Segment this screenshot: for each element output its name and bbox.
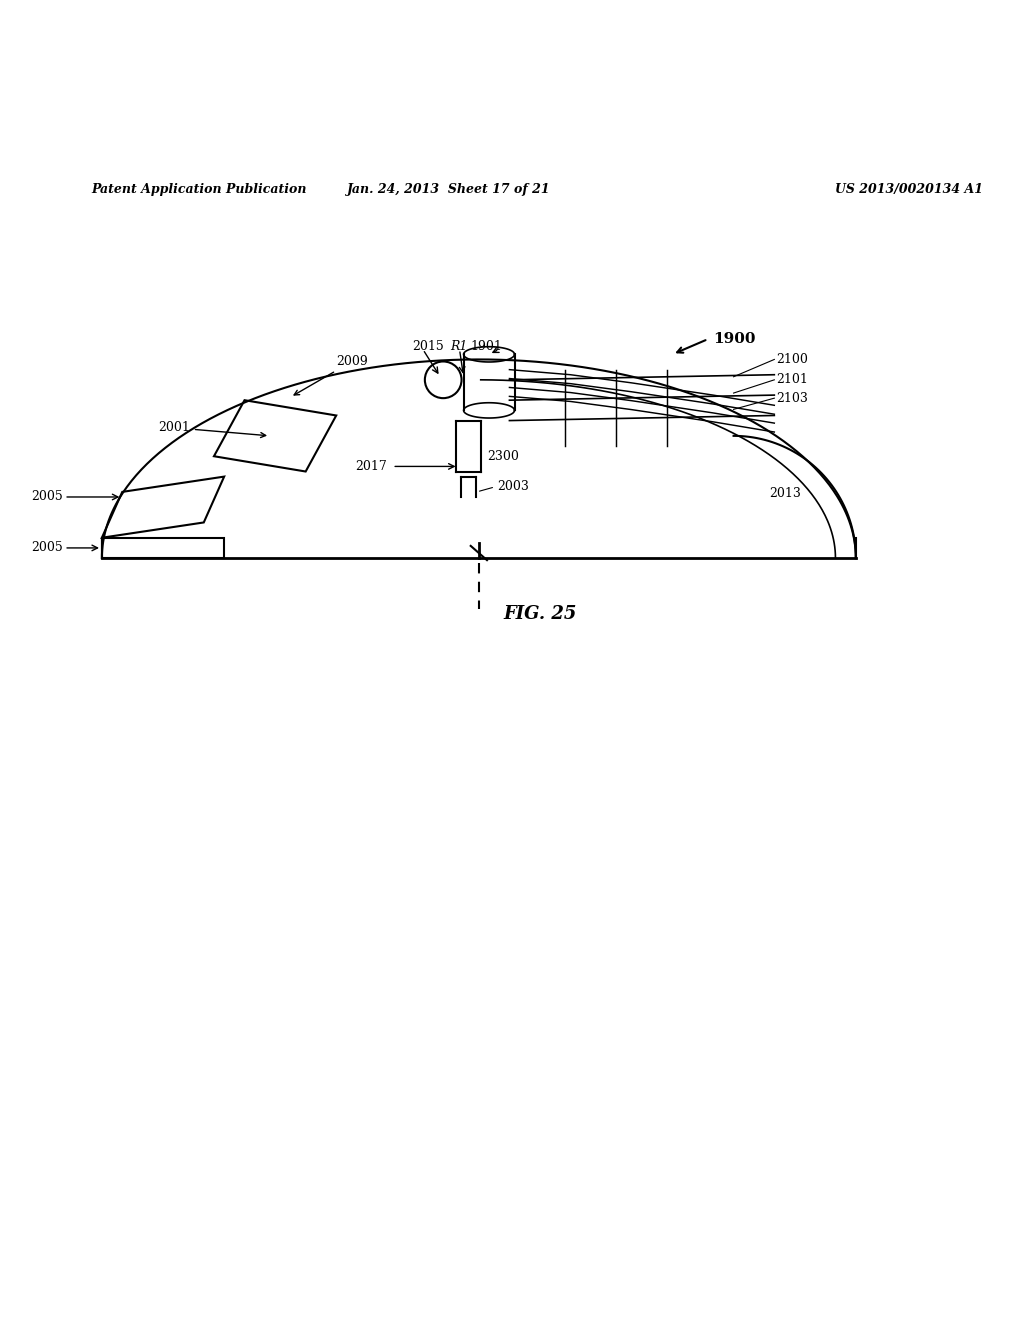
Text: 2013: 2013 bbox=[769, 487, 801, 500]
Text: 2100: 2100 bbox=[776, 352, 808, 366]
Text: US 2013/0020134 A1: US 2013/0020134 A1 bbox=[836, 182, 983, 195]
Text: R1: R1 bbox=[451, 339, 468, 352]
Text: 2103: 2103 bbox=[776, 392, 808, 405]
Text: Patent Application Publication: Patent Application Publication bbox=[92, 182, 307, 195]
Text: FIG. 25: FIG. 25 bbox=[504, 605, 577, 623]
Text: Jan. 24, 2013  Sheet 17 of 21: Jan. 24, 2013 Sheet 17 of 21 bbox=[346, 182, 550, 195]
Text: 2001: 2001 bbox=[158, 421, 265, 437]
Text: 2005: 2005 bbox=[32, 541, 63, 554]
Text: 1900: 1900 bbox=[713, 333, 756, 346]
Text: 2015: 2015 bbox=[413, 339, 444, 352]
Text: 2300: 2300 bbox=[487, 450, 519, 463]
Text: 2017: 2017 bbox=[355, 459, 387, 473]
Text: 2101: 2101 bbox=[776, 374, 808, 387]
Text: 1901: 1901 bbox=[471, 339, 503, 352]
Text: 2005: 2005 bbox=[32, 491, 63, 503]
Text: 2003: 2003 bbox=[498, 480, 529, 494]
Text: 2009: 2009 bbox=[294, 355, 368, 395]
